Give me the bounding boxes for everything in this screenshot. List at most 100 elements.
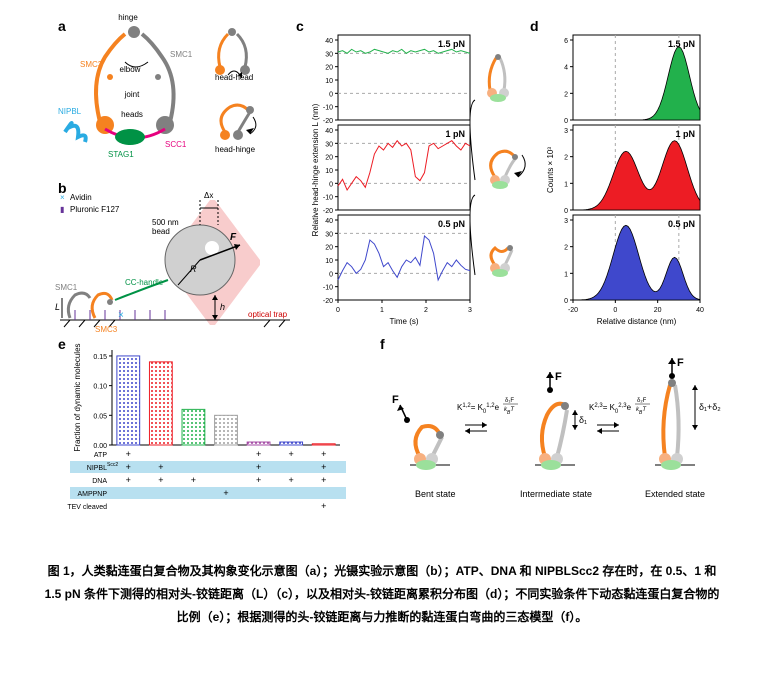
svg-text:F: F	[677, 357, 684, 369]
svg-text:+: +	[256, 475, 261, 485]
figure-caption: 图 1，人类黏连蛋白复合物及其构象变化示意图（a）；光镊实验示意图（b）；ATP…	[40, 560, 724, 628]
text-pluronic: Pluronic F127	[70, 205, 120, 214]
svg-text:1: 1	[564, 181, 568, 188]
svg-text:-20: -20	[323, 118, 333, 125]
svg-text:+: +	[126, 475, 131, 485]
svg-text:40: 40	[325, 38, 333, 45]
svg-text:0.05: 0.05	[93, 413, 107, 420]
svg-text:0: 0	[613, 307, 617, 314]
text-cc: CC-handle	[125, 278, 164, 287]
svg-text:2: 2	[564, 245, 568, 252]
text-hinge: hinge	[118, 13, 138, 22]
svg-text:bead: bead	[152, 227, 170, 236]
svg-text:kBT: kBT	[504, 407, 515, 416]
svg-text:0.5 pN: 0.5 pN	[438, 219, 465, 229]
svg-text:0: 0	[336, 307, 340, 314]
text-inter: Intermediate state	[520, 489, 592, 499]
text-ext: Extended state	[645, 489, 705, 499]
text-elbow: elbow	[120, 65, 141, 74]
text-h: h	[220, 302, 225, 312]
svg-text:K1,2= K01,2e: K1,2= K01,2e	[457, 403, 500, 415]
svg-text:1 pN: 1 pN	[445, 129, 465, 139]
text-bead: 500 nm	[152, 218, 179, 227]
svg-text:NIPBL: NIPBL	[87, 465, 107, 472]
text-smc3: SMC3	[80, 60, 103, 69]
svg-text:δ₂F: δ₂F	[637, 398, 647, 404]
svg-text:Fraction of dynamic molecules: Fraction of dynamic molecules	[73, 343, 82, 451]
svg-text:+: +	[321, 501, 326, 511]
svg-text:0.15: 0.15	[93, 354, 107, 361]
text-R: R	[190, 264, 197, 274]
svg-text:20: 20	[654, 307, 662, 314]
svg-text:0.00: 0.00	[93, 443, 107, 450]
svg-text:+: +	[289, 475, 294, 485]
svg-text:40: 40	[325, 128, 333, 135]
svg-text:+: +	[321, 475, 326, 485]
svg-text:3: 3	[564, 128, 568, 135]
svg-text:+: +	[158, 462, 163, 472]
text-F: F	[230, 232, 237, 243]
svg-text:-10: -10	[323, 105, 333, 112]
svg-text:3: 3	[564, 218, 568, 225]
svg-text:0: 0	[329, 271, 333, 278]
text-head-head: head-head	[215, 73, 253, 82]
svg-text:δ₁F: δ₁F	[505, 398, 514, 404]
svg-text:-20: -20	[323, 298, 333, 305]
text-avidin: Avidin	[70, 193, 92, 202]
svg-text:×: ×	[118, 310, 124, 321]
svg-text:δ₁: δ₁	[579, 415, 587, 425]
svg-text:F: F	[555, 371, 562, 383]
label-d: d	[530, 18, 539, 34]
svg-text:2: 2	[424, 307, 428, 314]
svg-text:-20: -20	[568, 307, 578, 314]
svg-text:0: 0	[564, 298, 568, 305]
svg-text:Relative head-hinge extension: Relative head-hinge extension L (nm)	[311, 103, 320, 236]
svg-text:30: 30	[325, 231, 333, 238]
svg-text:-10: -10	[323, 195, 333, 202]
figure-area: a b c d e f	[0, 0, 764, 520]
panel-d: 02461.5 pN01231 pN01230.5 pN-2002040Rela…	[545, 30, 705, 332]
svg-text:ATP: ATP	[94, 452, 107, 459]
svg-text:0.5 pN: 0.5 pN	[668, 219, 695, 229]
text-bent: Bent state	[415, 489, 456, 499]
svg-text:Relative distance (nm): Relative distance (nm)	[597, 317, 677, 326]
svg-text:10: 10	[325, 258, 333, 265]
svg-text:40: 40	[696, 307, 704, 314]
svg-text:AMPPNP: AMPPNP	[77, 491, 107, 498]
svg-text:2: 2	[564, 91, 568, 98]
svg-text:2: 2	[564, 155, 568, 162]
label-f: f	[380, 336, 385, 352]
text-stag1: STAG1	[108, 150, 134, 159]
text-smc3b: SMC3	[95, 325, 118, 334]
svg-text:+: +	[126, 462, 131, 472]
svg-text:1.5 pN: 1.5 pN	[438, 39, 465, 49]
panel-e: 0.00 0.05 0.10 0.15 Fraction of dynamic mole…	[70, 345, 350, 532]
panel-c: -20 -10 0 10 20 30 40 1.5 pN -20 -10 0 10 20 30 40 1 pN…	[310, 30, 475, 332]
svg-text:10: 10	[325, 78, 333, 85]
svg-text:20: 20	[325, 245, 333, 252]
svg-text:TEV cleaved: TEV cleaved	[67, 504, 107, 511]
svg-text:-10: -10	[323, 285, 333, 292]
svg-text:1 pN: 1 pN	[675, 129, 695, 139]
label-a: a	[58, 18, 66, 34]
svg-text:30: 30	[325, 51, 333, 58]
svg-text:20: 20	[325, 155, 333, 162]
svg-text:+: +	[126, 449, 131, 459]
svg-text:+: +	[256, 449, 261, 459]
svg-text:0.10: 0.10	[93, 384, 107, 391]
svg-text:6: 6	[564, 38, 568, 45]
svg-text:20: 20	[325, 65, 333, 72]
panel-a-svg: hinge SMC3 SMC1 elbow joint heads NIPBL …	[70, 22, 280, 172]
svg-text:+: +	[158, 475, 163, 485]
svg-text:40: 40	[325, 218, 333, 225]
label-c: c	[296, 18, 304, 34]
svg-text:+: +	[191, 475, 196, 485]
svg-text:×: ×	[60, 193, 65, 202]
svg-text:3: 3	[468, 307, 472, 314]
text-L: L	[55, 302, 60, 312]
state-minis	[480, 45, 540, 315]
text-dx: Δx	[204, 191, 213, 200]
svg-text:δ₁+δ₂: δ₁+δ₂	[699, 402, 721, 412]
svg-text:+: +	[321, 462, 326, 472]
svg-text:1.5 pN: 1.5 pN	[668, 39, 695, 49]
